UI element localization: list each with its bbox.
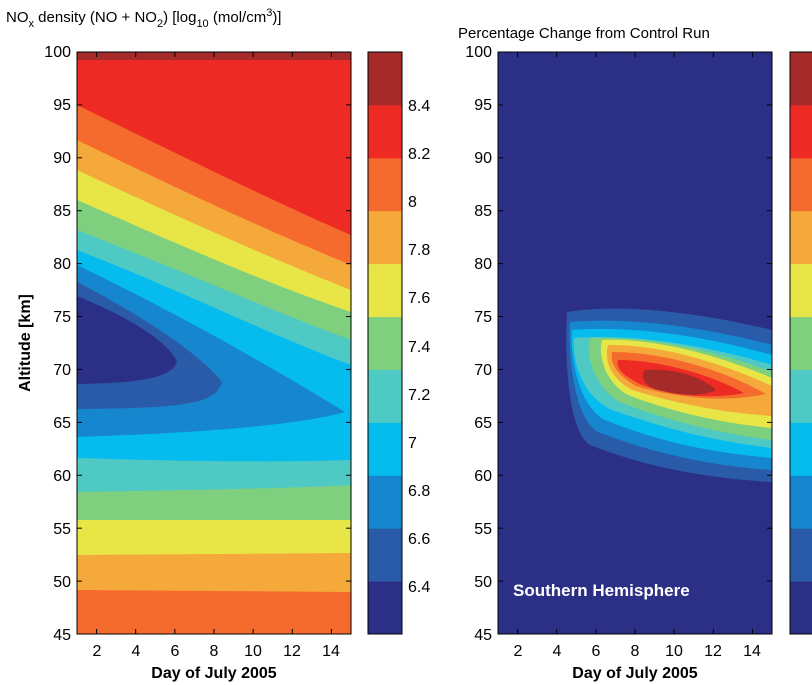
left-colorbar-labels: 6.4 6.6 6.8 7 7.2 7.4 7.6 7.8 8 8.2 8.4 — [408, 98, 430, 596]
left-x-tick-labels: 2 4 6 8 10 12 14 — [93, 643, 340, 660]
y-tick-label: 95 — [53, 97, 71, 114]
colorbar-label: 6.4 — [408, 579, 430, 596]
left-colorbar-frame — [367, 51, 403, 635]
colorbar-swatch — [790, 157, 812, 212]
colorbar-swatch — [368, 528, 402, 582]
y-tick-label: 60 — [474, 468, 492, 485]
right-contour-band — [642, 369, 716, 395]
y-tick-label: 90 — [53, 150, 71, 167]
annotation-southern-hemisphere: Southern Hemisphere — [513, 581, 690, 600]
y-tick-label: 95 — [474, 97, 492, 114]
right-x-axis-label: Day of July 2005 — [572, 665, 698, 682]
y-tick-label: 100 — [465, 44, 492, 61]
x-tick-label: 14 — [743, 643, 761, 660]
y-tick-label: 100 — [44, 44, 71, 61]
x-tick-label: 6 — [592, 643, 601, 660]
x-tick-label: 2 — [514, 643, 523, 660]
right-chart-title: Percentage Change from Control Run — [458, 25, 710, 42]
colorbar-swatch — [368, 210, 402, 265]
left-contour-plot — [77, 52, 351, 634]
left-x-axis-label: Day of July 2005 — [151, 665, 277, 682]
colorbar-swatch — [368, 104, 402, 159]
colorbar-label: 7.6 — [408, 290, 430, 307]
right-x-tick-labels: 2 4 6 8 10 12 14 — [514, 643, 761, 660]
colorbar-swatch — [368, 263, 402, 318]
left-contour-band — [77, 312, 145, 384]
colorbar-label: 7.2 — [408, 387, 430, 404]
left-y-tick-labels: 45 50 55 60 65 70 75 80 85 90 95 100 — [44, 44, 71, 644]
y-tick-label: 70 — [474, 362, 492, 379]
colorbar-swatch — [368, 422, 402, 476]
x-tick-label: 6 — [171, 643, 180, 660]
x-tick-label: 14 — [322, 643, 340, 660]
colorbar-label: 6.8 — [408, 483, 430, 500]
left-contour-band — [77, 590, 351, 634]
colorbar-swatch — [790, 422, 812, 476]
colorbar-label: 8 — [408, 194, 417, 211]
colorbar-swatch — [368, 157, 402, 212]
y-tick-label: 90 — [474, 150, 492, 167]
colorbar-label: 7 — [408, 435, 417, 452]
y-tick-label: 80 — [474, 256, 492, 273]
colorbar-swatch — [790, 475, 812, 529]
colorbar-swatch — [790, 316, 812, 370]
x-tick-label: 10 — [665, 643, 683, 660]
y-tick-label: 75 — [53, 309, 71, 326]
colorbar-label: 7.8 — [408, 242, 430, 259]
colorbar-label: 6.6 — [408, 531, 430, 548]
colorbar-swatch — [368, 581, 402, 635]
colorbar-swatch — [368, 52, 402, 106]
y-tick-label: 65 — [53, 415, 71, 432]
right-colorbar-frame — [789, 51, 812, 635]
y-tick-label: 50 — [474, 574, 492, 591]
x-tick-label: 12 — [704, 643, 722, 660]
y-tick-label: 45 — [53, 627, 71, 644]
x-tick-label: 4 — [132, 643, 141, 660]
y-tick-label: 70 — [53, 362, 71, 379]
colorbar-swatch — [368, 475, 402, 529]
left-colorbar — [368, 52, 402, 635]
x-tick-label: 2 — [93, 643, 102, 660]
colorbar-swatch — [790, 104, 812, 159]
y-tick-label: 85 — [474, 203, 492, 220]
colorbar-swatch — [790, 210, 812, 265]
left-y-axis-label: Altitude [km] — [17, 294, 34, 392]
right-axis-ticks — [498, 51, 772, 635]
y-tick-label: 65 — [474, 415, 492, 432]
colorbar-swatch — [790, 528, 812, 582]
x-tick-label: 8 — [210, 643, 219, 660]
colorbar-swatch — [790, 581, 812, 635]
colorbar-label: 7.4 — [408, 339, 430, 356]
colorbar-swatch — [790, 52, 812, 106]
x-tick-label: 12 — [283, 643, 301, 660]
colorbar-swatch — [790, 263, 812, 318]
right-contour-plot — [498, 52, 772, 634]
y-tick-label: 80 — [53, 256, 71, 273]
right-y-tick-labels: 45 50 55 60 65 70 75 80 85 90 95 100 — [465, 44, 492, 644]
y-tick-label: 55 — [474, 521, 492, 538]
colorbar-label: 8.4 — [408, 98, 430, 115]
y-tick-label: 55 — [53, 521, 71, 538]
y-tick-label: 75 — [474, 309, 492, 326]
left-axis-ticks — [77, 51, 351, 635]
x-tick-label: 8 — [631, 643, 640, 660]
y-tick-label: 60 — [53, 468, 71, 485]
left-chart-title: NOx density (NO + NO2) [log10 (mol/cm3)] — [6, 7, 281, 30]
colorbar-swatch — [368, 316, 402, 370]
y-tick-label: 85 — [53, 203, 71, 220]
colorbar-label: 8.2 — [408, 146, 430, 163]
right-colorbar — [790, 52, 812, 635]
x-tick-label: 10 — [244, 643, 262, 660]
colorbar-swatch — [368, 369, 402, 423]
y-tick-label: 45 — [474, 627, 492, 644]
colorbar-swatch — [790, 369, 812, 423]
y-tick-label: 50 — [53, 574, 71, 591]
x-tick-label: 4 — [553, 643, 562, 660]
